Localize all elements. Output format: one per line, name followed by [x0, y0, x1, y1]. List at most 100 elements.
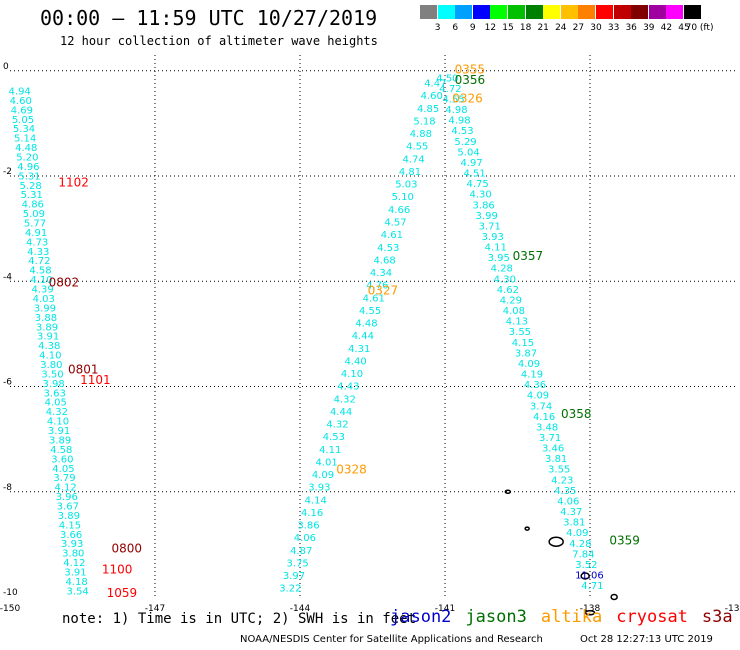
wave-height-value: 3.52 [575, 560, 597, 571]
legend-entry: jason3 [465, 607, 527, 627]
color-swatch [648, 5, 666, 19]
wave-height-value: 4.18 [65, 577, 87, 588]
wave-height-value: 3.87 [515, 348, 537, 359]
wave-height-value: 7.84 [572, 549, 594, 560]
wave-height-value: 4.75 [466, 179, 488, 190]
wave-height-value: 4.09 [518, 359, 540, 370]
pass-time-label: 0802 [49, 276, 80, 290]
color-swatch [596, 5, 613, 19]
wave-height-value: 4.14 [305, 495, 327, 506]
wave-height-value: 4.31 [348, 344, 370, 355]
wave-height-value: 4.87 [290, 546, 312, 557]
wave-height-value: 4.76 [366, 281, 388, 292]
wave-height-value: 3.80 [62, 549, 84, 560]
axis-tick-labels: -150 -147 -144 -141 -138 -135 0 -2 -4 -6 -8 -10 [0, 62, 740, 614]
island-outline [584, 610, 596, 616]
wave-height-value: 3.54 [67, 586, 89, 597]
wave-height-value: 3.96 [56, 492, 78, 503]
lat-tick-label: -6 [3, 378, 12, 388]
color-swatch [490, 5, 508, 19]
wave-height-value: 3.63 [44, 388, 66, 399]
wave-height-value: 4.53 [451, 126, 473, 137]
wave-height-value: 4.71 [581, 581, 603, 592]
island-outline [504, 489, 512, 495]
color-swatch [455, 5, 473, 19]
wave-height-value: 4.98 [445, 105, 467, 116]
wave-height-value: 4.30 [494, 274, 516, 285]
wave-height-value: 4.61 [363, 293, 385, 304]
wave-height-value: 3.74 [530, 401, 552, 412]
wave-height-value: 4.35 [554, 486, 576, 497]
pass-time-label: 0358 [561, 407, 592, 421]
wave-height-value: 5.31 [18, 171, 40, 182]
color-scale-label: 12 [484, 23, 497, 33]
color-scale-label: 30 [590, 23, 602, 33]
pass-time-label: 0327 [368, 283, 399, 297]
wave-height-value: 5.04 [457, 147, 479, 158]
wave-height-value: 4.05 [52, 464, 74, 475]
color-scale-label: 18 [519, 23, 532, 33]
lon-tick-label: -138 [580, 604, 601, 614]
wave-height-value: 4.53 [323, 432, 345, 443]
lat-tick-label: -8 [3, 483, 12, 493]
legend-entry: altika [540, 607, 603, 627]
color-scale-label: 6 [452, 23, 459, 33]
wave-height-value: 4.28 [491, 264, 513, 275]
wave-height-value: 5.09 [23, 209, 45, 220]
wave-height-value: 4.44 [352, 331, 374, 342]
lat-tick-label: -10 [3, 588, 18, 598]
wave-height-value: 3.88 [35, 313, 57, 324]
wave-height-value: 4.10 [47, 417, 69, 428]
wave-height-value: 3.89 [58, 511, 80, 522]
island-outline [524, 526, 530, 531]
lon-tick-label: -144 [290, 604, 311, 614]
wave-height-value: 4.58 [50, 445, 72, 456]
wave-height-value: 4.50 [436, 73, 458, 84]
wave-height-value: 3.80 [40, 360, 62, 371]
map-subtitle: 12 hour collection of altimeter wave hei… [60, 34, 378, 48]
wave-height-value: 5.34 [13, 124, 35, 135]
wave-height-value: 4.86 [22, 200, 44, 211]
wave-height-value: 4.12 [63, 558, 85, 569]
wave-height-value: 4.60 [10, 96, 32, 107]
wave-height-value: 4.23 [551, 475, 573, 486]
wave-height-value: 4.12 [54, 483, 76, 494]
wave-height-value: 3.93 [482, 232, 504, 243]
color-scale-label: 27 [572, 23, 585, 33]
color-swatch [525, 5, 543, 19]
pass-time-label: 0326 [452, 91, 483, 105]
wave-height-value: 4.55 [359, 306, 381, 317]
wave-height-value: 4.55 [442, 94, 464, 105]
wave-height-value: 4.85 [417, 104, 439, 115]
color-scale-label: 36 [625, 23, 637, 33]
wave-height-value: 4.09 [566, 528, 588, 539]
wave-height-value: 5.05 [12, 115, 34, 126]
wave-height-value: 5.20 [16, 152, 38, 163]
wave-height-value: 3.91 [64, 568, 86, 579]
wave-height-value: 4.97 [460, 158, 482, 169]
wave-height-value: 5.18 [413, 116, 435, 127]
wave-height-value: 4.62 [497, 285, 519, 296]
wave-height-value: 4.69 [11, 105, 33, 116]
wave-height-value: 3.89 [49, 435, 71, 446]
color-scale-label: 42 [660, 23, 673, 33]
pass-time-label: 0800 [112, 541, 143, 555]
wave-height-value: 4.43 [337, 382, 359, 393]
pass-time-label: 1100 [102, 562, 133, 576]
wave-height-value: 4.91 [25, 228, 47, 239]
pass-time-label: 0359 [609, 533, 640, 547]
wave-height-value: 3.50 [41, 369, 63, 380]
color-swatch [543, 5, 561, 19]
wave-height-value: 4.34 [370, 268, 392, 279]
wave-height-value: 4.09 [527, 391, 549, 402]
color-scale-label: 39 [643, 23, 655, 33]
wave-height-value: 4.16 [301, 508, 323, 519]
color-scale-label: 24 [555, 23, 567, 33]
wave-height-value: 4.01 [315, 457, 337, 468]
legend-entry: cryosat [616, 607, 688, 627]
wave-height-value: 5.31 [21, 190, 43, 201]
lat-tick-label: -4 [3, 272, 12, 282]
wave-height-value: 3.81 [545, 454, 567, 465]
